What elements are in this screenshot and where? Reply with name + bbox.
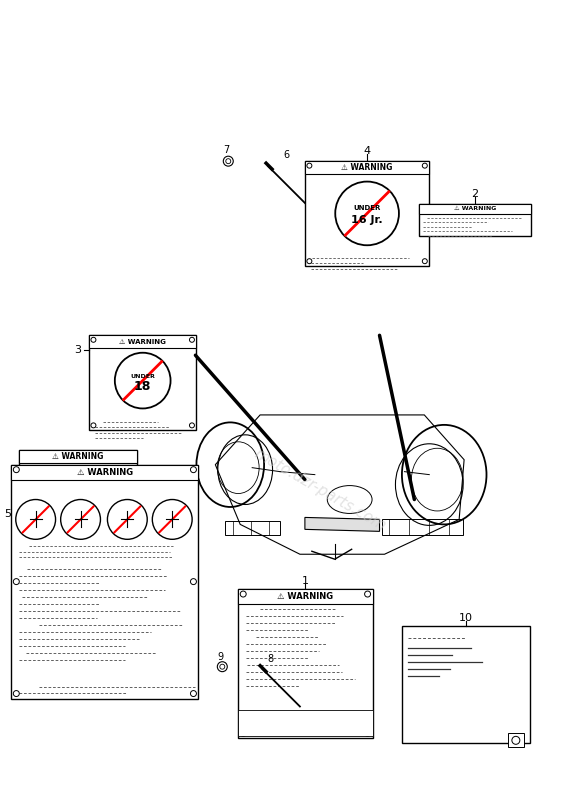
Text: 9: 9 (217, 652, 223, 662)
Bar (305, 161, 429, 174)
Text: 1: 1 (302, 576, 309, 586)
Bar (420, 204, 531, 214)
Text: moto.dzr-parts.com: moto.dzr-parts.com (251, 446, 388, 534)
Text: UNDER: UNDER (130, 374, 155, 379)
Text: 4: 4 (363, 146, 371, 156)
Text: ⚠ WARNING: ⚠ WARNING (341, 163, 393, 172)
Circle shape (191, 466, 196, 473)
Circle shape (307, 163, 312, 168)
Text: ⚠ WARNING: ⚠ WARNING (77, 468, 133, 477)
Circle shape (14, 466, 19, 473)
Circle shape (16, 499, 56, 539)
Circle shape (422, 163, 428, 168)
Circle shape (91, 423, 96, 428)
Circle shape (61, 499, 100, 539)
Text: 7: 7 (223, 146, 230, 155)
Text: ⚠ WARNING: ⚠ WARNING (454, 206, 496, 211)
Bar (89, 335, 196, 348)
Circle shape (115, 353, 171, 409)
Bar (11, 465, 198, 480)
Circle shape (240, 730, 246, 736)
Circle shape (335, 182, 399, 246)
Circle shape (307, 258, 312, 264)
Bar (508, 734, 524, 747)
Text: ⚠ WARNING: ⚠ WARNING (52, 452, 104, 461)
Bar (11, 465, 198, 698)
Bar (305, 161, 429, 266)
Circle shape (191, 690, 196, 697)
Circle shape (153, 499, 192, 539)
Circle shape (220, 664, 225, 669)
Text: 8: 8 (267, 654, 273, 664)
Text: 18: 18 (134, 380, 151, 393)
Circle shape (107, 499, 147, 539)
Text: 3: 3 (74, 346, 81, 355)
Circle shape (240, 591, 246, 597)
Bar (382, 519, 463, 535)
Text: 5: 5 (5, 510, 11, 519)
Circle shape (14, 690, 19, 697)
Circle shape (226, 158, 231, 164)
Bar (89, 335, 196, 430)
Circle shape (14, 578, 19, 585)
Bar (225, 522, 280, 535)
Circle shape (217, 662, 227, 672)
Circle shape (512, 736, 520, 744)
Bar (238, 589, 373, 604)
Circle shape (223, 156, 233, 166)
Bar (238, 589, 373, 738)
Circle shape (365, 730, 371, 736)
Circle shape (91, 338, 96, 342)
Text: 10: 10 (459, 613, 473, 623)
Bar (19, 450, 137, 462)
Text: ⚠ WARNING: ⚠ WARNING (119, 338, 166, 345)
Text: 6: 6 (283, 150, 289, 160)
Circle shape (422, 258, 428, 264)
Text: 2: 2 (472, 189, 479, 199)
Polygon shape (305, 518, 379, 531)
Circle shape (189, 423, 194, 428)
Circle shape (189, 338, 194, 342)
Bar (420, 204, 531, 236)
Text: 16 Jr.: 16 Jr. (352, 215, 383, 226)
Bar (403, 626, 530, 743)
Text: ⚠ WARNING: ⚠ WARNING (277, 592, 333, 601)
Circle shape (191, 578, 196, 585)
Circle shape (365, 591, 371, 597)
Bar (238, 710, 373, 736)
Bar (19, 450, 137, 579)
Text: UNDER: UNDER (353, 206, 381, 211)
